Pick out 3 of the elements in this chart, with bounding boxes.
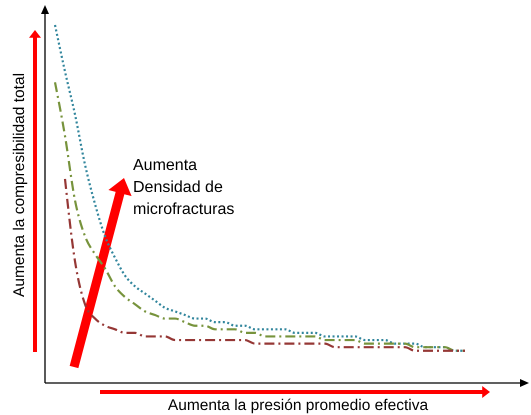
x-axis-title: Aumenta la presión promedio efectiva bbox=[168, 397, 428, 414]
y-axis-title: Aumenta la compresibilidad total bbox=[11, 72, 28, 298]
annotation: Aumenta Densidad de microfracturas bbox=[133, 157, 234, 218]
